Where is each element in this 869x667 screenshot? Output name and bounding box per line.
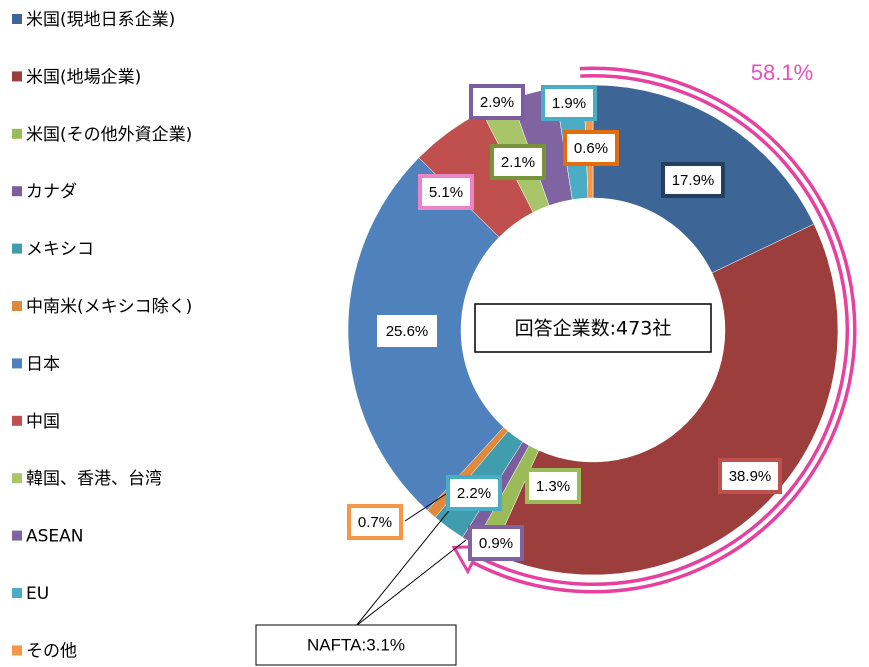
legend-label: EU <box>26 584 49 604</box>
annotation: 58.1% <box>751 60 813 85</box>
legend-label: 米国(その他外資企業) <box>26 125 192 145</box>
annotation-box <box>255 624 457 666</box>
label-box <box>347 504 403 540</box>
label-box <box>525 468 581 504</box>
legend-swatch <box>12 588 22 598</box>
data-label: 0.6% <box>574 140 608 157</box>
label-box <box>661 162 725 198</box>
legend-swatch <box>12 14 22 24</box>
data-label: 5.1% <box>429 184 463 201</box>
legend-swatch <box>12 415 22 426</box>
label-box <box>446 475 502 511</box>
data-label: 17.9% <box>672 172 715 189</box>
legend-swatch <box>12 243 22 254</box>
label-box <box>468 525 524 561</box>
legend-swatch <box>12 530 22 541</box>
legend-label: ASEAN <box>26 527 84 547</box>
legend-swatch <box>12 128 22 139</box>
legend: 米国(現地日系企業) 米国(地場企業) 米国(その他外資企業) カナダメキシコ中南米(… <box>12 10 192 661</box>
data-label: 0.7% <box>358 514 392 531</box>
legend-swatch <box>12 645 22 656</box>
data-label: 1.9% <box>552 95 586 112</box>
legend-swatch <box>12 186 22 197</box>
leader-line <box>355 539 467 627</box>
legend-label: 米国(現地日系企業) <box>26 10 175 30</box>
data-labels: 17.9% 38.9% 1.3% 0.9% 2.2% 0.7% 25.6% 5.1% 2.1% 2… <box>347 84 782 561</box>
legend-label: 日本 <box>26 354 60 374</box>
legend-label: 中南米(メキシコ除く) <box>26 297 192 317</box>
annotation: NAFTA:3.1% <box>307 635 405 654</box>
label-box <box>377 315 437 347</box>
data-label: 2.2% <box>457 485 491 502</box>
legend-swatch <box>12 473 22 484</box>
legend-label: 米国(地場企業) <box>26 67 141 87</box>
arrow <box>473 70 853 590</box>
annotation: 回答企業数:473社 <box>515 318 672 340</box>
label-box <box>563 130 619 166</box>
legend-label: カナダ <box>26 182 77 202</box>
legend-swatch <box>12 71 22 82</box>
data-label: 2.1% <box>501 154 535 171</box>
annotation-box <box>474 303 712 353</box>
legend-label: 韓国、香港、台湾 <box>26 469 162 489</box>
data-label: 38.9% <box>729 468 772 485</box>
leader-line <box>404 489 453 522</box>
legend-swatch <box>12 358 22 369</box>
legend-label: メキシコ <box>26 240 94 260</box>
label-box <box>490 144 546 180</box>
leader-line <box>355 496 461 627</box>
data-label: 1.3% <box>536 478 570 495</box>
data-label: 0.9% <box>479 535 513 552</box>
data-label: 2.9% <box>480 94 514 111</box>
label-box <box>418 174 474 210</box>
legend-label: 中国 <box>26 412 60 432</box>
wedge <box>491 223 839 576</box>
legend-swatch <box>12 301 22 311</box>
label-box <box>541 85 597 121</box>
data-label: 25.6% <box>386 323 429 340</box>
label-box <box>469 84 525 120</box>
legend-label: その他 <box>26 641 77 661</box>
label-box <box>718 458 782 494</box>
